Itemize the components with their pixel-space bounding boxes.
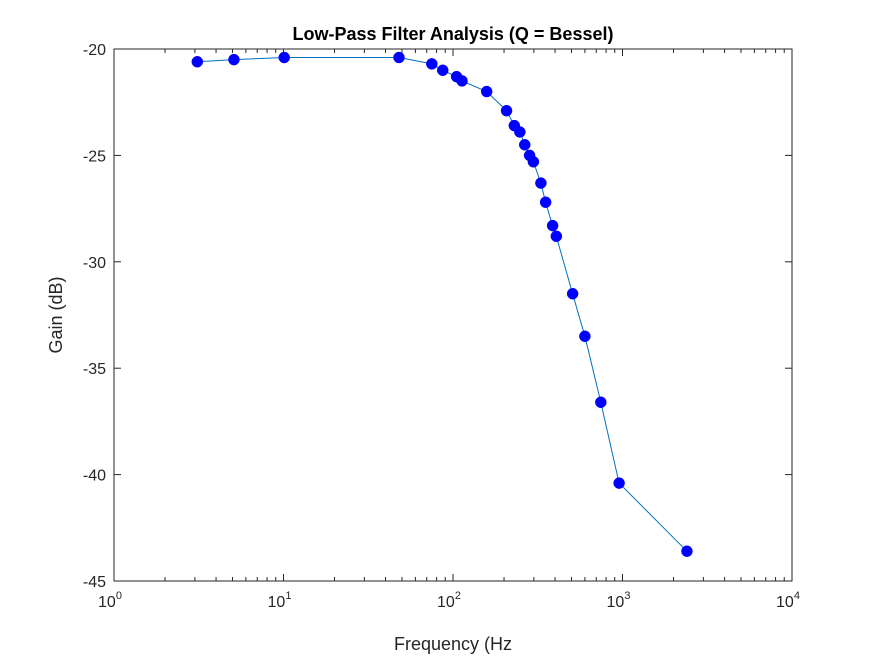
x-tick-exponent: 4 — [794, 590, 800, 602]
data-point — [191, 56, 204, 68]
data-point — [500, 104, 513, 117]
chart-title: Low-Pass Filter Analysis (Q = Bessel) — [293, 24, 614, 44]
data-point — [546, 219, 559, 232]
data-point — [595, 396, 607, 408]
data-point — [456, 75, 468, 87]
y-tick-label: -40 — [83, 468, 106, 485]
x-tick-base: 10 — [268, 594, 286, 611]
y-tick-label: -25 — [83, 148, 106, 165]
data-point — [393, 51, 405, 64]
data-point — [426, 58, 438, 70]
y-tick-label: -35 — [83, 361, 106, 378]
data-point — [566, 287, 579, 300]
x-tick-exponent: 3 — [624, 590, 630, 602]
data-point — [436, 64, 449, 77]
x-tick-label: 104 — [776, 590, 800, 611]
x-tick-exponent: 2 — [455, 590, 461, 602]
y-tick-label: -30 — [83, 255, 106, 272]
x-axis-label: Frequency (Hz — [394, 634, 512, 654]
data-point — [278, 51, 290, 64]
x-tick-base: 10 — [607, 594, 625, 611]
data-point — [539, 196, 552, 208]
data-point — [518, 139, 531, 151]
data-point — [681, 545, 693, 557]
x-tick-label: 100 — [98, 590, 122, 611]
data-point — [527, 156, 540, 168]
data-point — [613, 477, 625, 489]
series-layer — [191, 51, 693, 557]
plot-area — [114, 49, 792, 581]
x-tick-exponent: 0 — [116, 590, 122, 602]
data-point — [535, 177, 547, 189]
data-point — [550, 230, 563, 243]
x-tick-label: 102 — [437, 590, 461, 611]
plot-frame — [113, 48, 793, 582]
data-point — [228, 53, 240, 66]
data-point — [579, 330, 591, 343]
data-point — [480, 85, 493, 98]
y-tick-label: -45 — [83, 574, 106, 591]
data-point — [514, 126, 526, 138]
y-axis-label: Gain (dB) — [46, 276, 66, 353]
tick-labels: 100 101 102 103 104-20-25-30-35-40-45 — [83, 42, 800, 611]
x-tick-exponent: 1 — [285, 590, 291, 602]
x-tick-base: 10 — [776, 594, 794, 611]
x-tick-base: 10 — [437, 594, 455, 611]
x-tick-label: 103 — [607, 590, 631, 611]
x-tick-label: 101 — [268, 590, 292, 611]
y-tick-label: -20 — [83, 42, 106, 59]
x-tick-base: 10 — [98, 594, 116, 611]
